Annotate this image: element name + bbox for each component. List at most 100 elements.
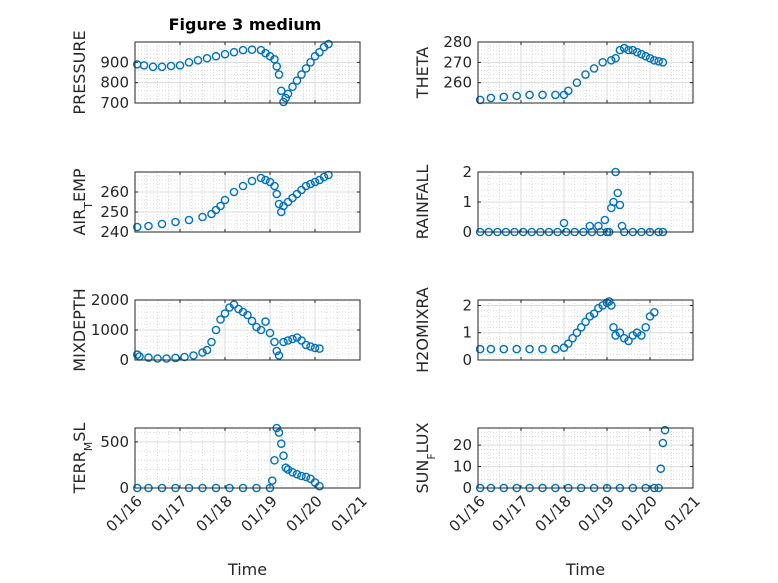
- data-point: [306, 58, 315, 67]
- data-point: [598, 58, 608, 67]
- data-point: [180, 352, 189, 362]
- y-tick-label: 10: [453, 458, 472, 476]
- data-point: [486, 93, 496, 103]
- data-point: [581, 70, 590, 79]
- data-point: [301, 340, 311, 350]
- data-point: [628, 45, 638, 55]
- data-point: [624, 336, 633, 346]
- data-point: [292, 76, 302, 85]
- y-tick-label: 0: [462, 479, 472, 497]
- data-point: [525, 344, 534, 354]
- data-point: [229, 300, 239, 309]
- data-point: [650, 307, 659, 317]
- data-point: [171, 353, 180, 363]
- data-point: [656, 464, 666, 474]
- data-point: [283, 89, 293, 99]
- y-tick-label: 2: [462, 296, 472, 314]
- data-point: [611, 331, 620, 340]
- data-point: [256, 325, 266, 335]
- data-point: [216, 315, 225, 324]
- data-point: [144, 221, 153, 231]
- y-tick-label: 1: [462, 324, 472, 342]
- data-point: [270, 456, 279, 465]
- data-point: [645, 53, 655, 63]
- data-point: [604, 297, 614, 306]
- y-tick-label: 900: [100, 53, 129, 71]
- data-point: [202, 53, 212, 63]
- data-point: [297, 70, 306, 79]
- data-point: [660, 425, 670, 435]
- data-point: [319, 172, 329, 182]
- data-point: [243, 310, 252, 320]
- data-point: [650, 56, 659, 65]
- y-tick-label: 20: [453, 436, 472, 454]
- data-point: [292, 469, 302, 479]
- data-point: [641, 322, 651, 332]
- y-tick-label: 0: [462, 351, 472, 369]
- data-point: [512, 344, 522, 354]
- data-point: [274, 428, 284, 437]
- data-point: [564, 339, 573, 348]
- data-point: [632, 328, 642, 338]
- data-point: [265, 328, 275, 338]
- data-point: [301, 472, 311, 482]
- data-point: [220, 309, 230, 318]
- data-point: [641, 51, 651, 61]
- data-point: [276, 86, 286, 96]
- data-point: [624, 45, 633, 55]
- data-point: [551, 344, 560, 354]
- y-tick-label: 2: [462, 163, 472, 181]
- y-tick-label: 260: [100, 183, 129, 201]
- y-axis-label: AIRTEMP: [70, 168, 95, 235]
- data-point: [613, 188, 623, 198]
- data-point: [283, 336, 293, 345]
- data-point: [611, 53, 620, 63]
- data-point: [568, 333, 577, 343]
- data-point: [654, 57, 663, 66]
- data-point: [637, 49, 646, 59]
- data-point: [216, 201, 225, 211]
- data-point: [297, 336, 306, 345]
- data-point: [589, 64, 599, 73]
- data-point: [324, 170, 333, 180]
- data-point: [499, 92, 509, 102]
- data-point: [315, 481, 324, 491]
- axes-box: [477, 299, 694, 361]
- data-point: [157, 219, 167, 229]
- data-point: [148, 62, 158, 72]
- axes-box: [477, 427, 694, 489]
- y-axis-label: PRESSURE: [70, 30, 89, 114]
- data-point: [261, 175, 270, 185]
- data-point: [538, 90, 547, 100]
- data-point: [310, 177, 320, 187]
- data-point: [229, 47, 239, 57]
- data-point: [619, 43, 629, 53]
- data-point: [594, 303, 603, 313]
- data-point: [607, 56, 616, 65]
- x-axis-label: Time: [565, 560, 605, 579]
- data-point: [184, 215, 194, 225]
- axes-box: [134, 171, 361, 233]
- data-point: [288, 334, 297, 344]
- y-axis-label: THETA: [413, 47, 432, 99]
- data-point: [276, 439, 286, 448]
- data-point: [162, 354, 171, 363]
- y-tick-label: 250: [100, 203, 129, 221]
- data-point: [132, 350, 142, 359]
- data-point: [297, 471, 306, 481]
- data-point: [283, 465, 293, 474]
- y-axis-label: H2OMIXRA: [413, 287, 432, 373]
- data-point: [256, 173, 266, 183]
- y-tick-label: 2000: [91, 291, 129, 309]
- data-point: [628, 331, 638, 340]
- data-point: [279, 337, 288, 347]
- data-point: [324, 39, 333, 49]
- data-point: [166, 61, 176, 71]
- data-point: [279, 451, 288, 460]
- data-point: [189, 351, 198, 360]
- data-point: [274, 351, 284, 360]
- data-point: [288, 82, 297, 92]
- data-point: [486, 344, 496, 354]
- data-point: [274, 70, 284, 79]
- data-point: [171, 217, 180, 227]
